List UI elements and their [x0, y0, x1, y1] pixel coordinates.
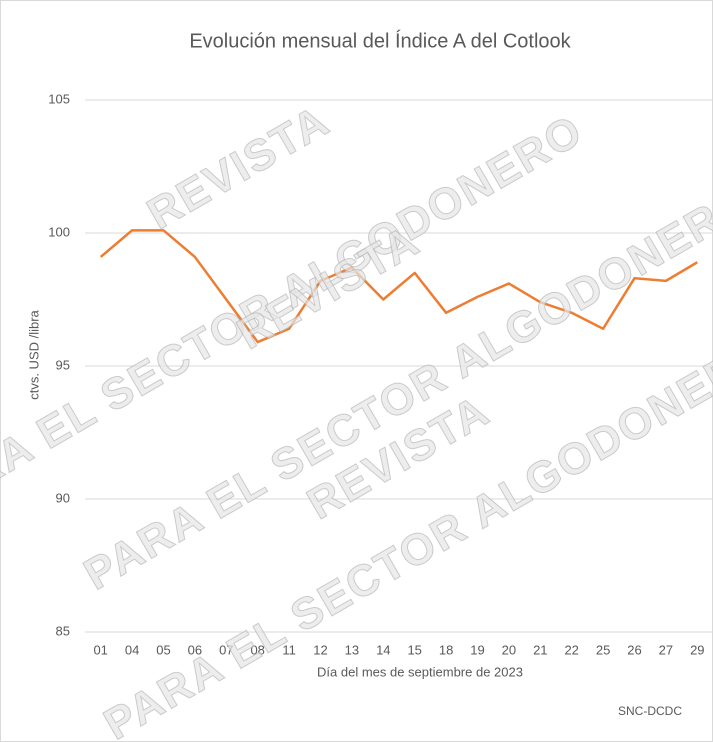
y-tick-label: 105: [48, 91, 70, 106]
x-tick-label: 04: [125, 642, 139, 657]
chart-title: Evolución mensual del Índice A del Cotlo…: [189, 29, 571, 52]
line-series: [99, 229, 698, 344]
x-tick-label: 07: [219, 642, 233, 657]
x-tick-label: 12: [313, 642, 327, 657]
x-axis-label: Día del mes de septiembre de 2023: [317, 664, 523, 679]
x-tick-label: 08: [250, 642, 264, 657]
y-axis-label: ctvs. USD /libra: [26, 309, 41, 399]
x-tick-label: 29: [690, 642, 704, 657]
x-tick-label: 15: [407, 642, 421, 657]
x-tick-label: 01: [93, 642, 107, 657]
x-tick-label: 25: [596, 642, 610, 657]
x-tick-label: 26: [627, 642, 641, 657]
y-tick-label: 90: [56, 490, 70, 505]
x-tick-label: 21: [533, 642, 547, 657]
x-tick-label: 19: [470, 642, 484, 657]
x-tick-label: 05: [156, 642, 170, 657]
y-tick-label: 95: [56, 357, 70, 372]
x-tick-label: 06: [188, 642, 202, 657]
x-tick-label: 13: [345, 642, 359, 657]
y-tick-label: 100: [48, 224, 70, 239]
x-tick-label: 20: [502, 642, 516, 657]
x-tick-label: 11: [282, 642, 296, 657]
x-tick-label: 14: [376, 642, 390, 657]
source: SNC-DCDC: [618, 704, 682, 718]
x-tick-label: 27: [659, 642, 673, 657]
x-tick-label: 18: [439, 642, 453, 657]
x-tick-label: 22: [564, 642, 578, 657]
y-tick-label: 85: [56, 623, 70, 638]
